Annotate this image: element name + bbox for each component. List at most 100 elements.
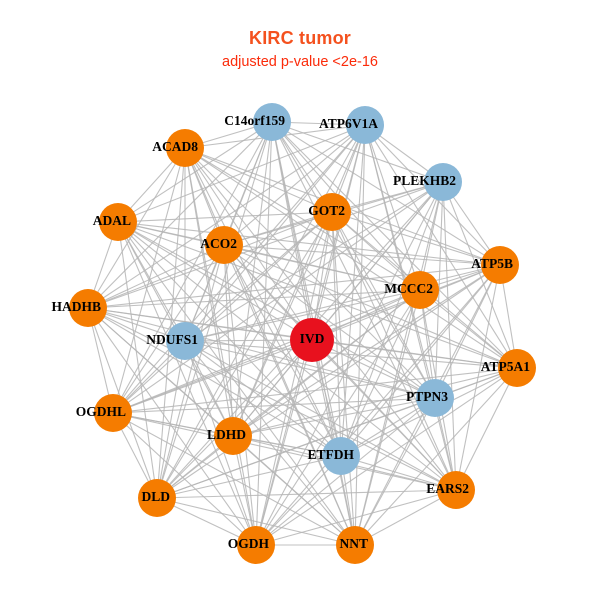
edge-line: [331, 211, 356, 546]
node-label: ETFDH: [307, 447, 354, 462]
edge-line: [117, 211, 333, 223]
node-circle[interactable]: [69, 289, 107, 327]
edge-line: [156, 455, 342, 499]
node-circle[interactable]: [94, 394, 132, 432]
node-circle[interactable]: [205, 226, 243, 264]
edge-line: [232, 435, 356, 546]
graph-node[interactable]: C14orf159: [224, 103, 291, 141]
node-label: PTPN3: [406, 389, 448, 404]
node-label: NNT: [339, 536, 368, 551]
edge-line: [112, 124, 366, 414]
edge-line: [364, 124, 457, 491]
node-circle[interactable]: [437, 471, 475, 509]
node-circle[interactable]: [99, 203, 137, 241]
graph-node[interactable]: DLD: [138, 479, 176, 517]
edge-line: [271, 121, 342, 457]
node-circle[interactable]: [237, 526, 275, 564]
edge-line: [442, 181, 518, 369]
graph-node[interactable]: MCCC2: [384, 271, 439, 309]
graph-node[interactable]: OGDHL: [76, 394, 132, 432]
edge-line: [184, 264, 501, 342]
edge-line: [364, 124, 421, 291]
edge-line: [354, 367, 518, 546]
edge-line: [112, 412, 457, 491]
graph-node[interactable]: NNT: [336, 526, 374, 564]
edge-line: [223, 244, 518, 369]
node-circle[interactable]: [401, 271, 439, 309]
edge-line: [184, 147, 457, 491]
node-circle[interactable]: [481, 246, 519, 284]
edge-line: [184, 340, 518, 369]
node-label: ATP5A1: [481, 359, 530, 374]
graph-node[interactable]: OGDH: [228, 526, 275, 564]
graph-node[interactable]: NDUFS1: [146, 322, 204, 360]
graph-node[interactable]: ACO2: [200, 226, 243, 264]
edge-line: [340, 289, 421, 457]
node-circle[interactable]: [214, 417, 252, 455]
edge-line: [117, 221, 342, 457]
graph-node[interactable]: ATP5B: [471, 246, 519, 284]
graph-node[interactable]: ETFDH: [307, 437, 360, 475]
graph-node[interactable]: IVD: [290, 318, 334, 362]
node-label: MCCC2: [384, 281, 433, 296]
node-label: ATP5B: [471, 256, 513, 271]
node-label: ATP6V1A: [319, 116, 378, 131]
edge-line: [223, 244, 234, 437]
graph-node[interactable]: ATP6V1A: [319, 106, 384, 144]
edge-line: [112, 412, 257, 546]
node-circle[interactable]: [424, 163, 462, 201]
edge-line: [87, 264, 501, 309]
node-label: ACO2: [200, 236, 237, 251]
node-circle[interactable]: [313, 193, 351, 231]
edge-line: [112, 397, 436, 414]
node-circle[interactable]: [416, 379, 454, 417]
edge-line: [156, 340, 186, 499]
graph-node[interactable]: EARS2: [426, 471, 475, 509]
graph-node[interactable]: GOT2: [308, 193, 351, 231]
edge-line: [87, 307, 457, 491]
node-circle[interactable]: [138, 479, 176, 517]
edge-line: [184, 289, 421, 342]
node-circle[interactable]: [253, 103, 291, 141]
edge-line: [184, 147, 421, 291]
edge-line: [184, 147, 518, 369]
node-circle[interactable]: [346, 106, 384, 144]
edge-line: [223, 244, 436, 399]
edge-line: [331, 211, 501, 266]
edge-line: [255, 455, 342, 546]
edge-line: [232, 397, 436, 437]
node-circle[interactable]: [166, 129, 204, 167]
edge-line: [184, 147, 257, 546]
edge-line: [117, 221, 501, 266]
graph-node[interactable]: ACAD8: [152, 129, 204, 167]
node-circle[interactable]: [498, 349, 536, 387]
edge-line: [232, 121, 273, 437]
node-label: HADHB: [51, 299, 101, 314]
edge-line: [112, 211, 333, 414]
edge-line: [184, 340, 342, 457]
nodes-layer: IVD C14orf159 ATP6V1A ACAD8 PLEKHB2 GOT2 ADAL A…: [51, 103, 536, 564]
graph-node[interactable]: PTPN3: [406, 379, 454, 417]
edge-line: [223, 244, 342, 457]
edge-line: [419, 289, 518, 369]
edge-line: [223, 244, 421, 291]
edge-line: [156, 497, 356, 546]
edge-line: [156, 264, 501, 499]
graph-node[interactable]: ATP5A1: [481, 349, 536, 387]
edge-line: [156, 244, 225, 499]
graph-node[interactable]: HADHB: [51, 289, 107, 327]
node-label: PLEKHB2: [393, 173, 456, 188]
graph-node[interactable]: ADAL: [93, 203, 137, 241]
node-circle[interactable]: [322, 437, 360, 475]
node-label: ACAD8: [152, 139, 198, 154]
edge-line: [255, 367, 518, 546]
graph-node[interactable]: PLEKHB2: [393, 163, 462, 201]
edge-line: [87, 307, 436, 399]
edge-line: [87, 211, 333, 309]
node-circle[interactable]: [336, 526, 374, 564]
node-circle[interactable]: [166, 322, 204, 360]
edge-line: [184, 147, 313, 341]
graph-node[interactable]: LDHD: [207, 417, 252, 455]
node-circle[interactable]: [290, 318, 334, 362]
edge-line: [223, 124, 366, 246]
